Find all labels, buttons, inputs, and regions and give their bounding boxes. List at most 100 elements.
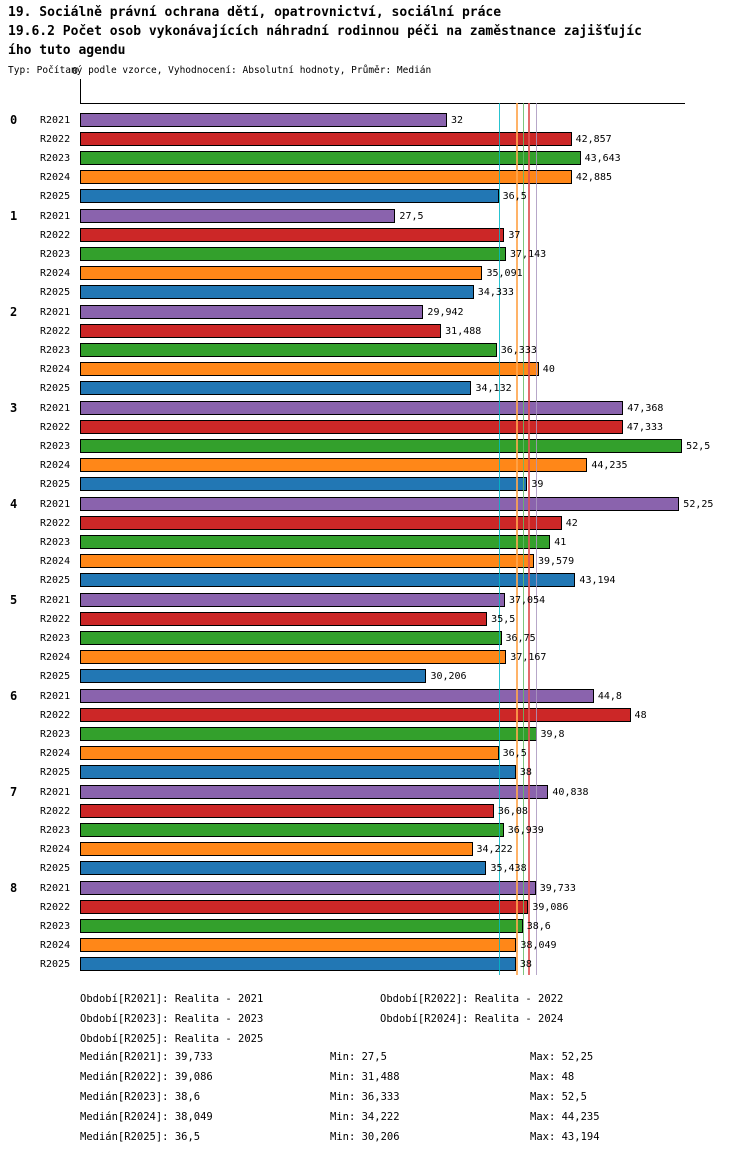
bar-8-R2025 <box>80 957 516 971</box>
series-label-R2023: R2023 <box>40 825 71 836</box>
bar-value-label-1-R2021: 27,5 <box>399 211 424 222</box>
bar-value-label-4-R2021: 52,25 <box>683 499 714 510</box>
bar-value-label-5-R2023: 36,75 <box>505 633 536 644</box>
bar-value-label-0-R2022: 42,857 <box>575 134 612 145</box>
series-label-R2024: R2024 <box>40 460 71 471</box>
category-label-0: 0 <box>10 113 18 127</box>
series-label-R2024: R2024 <box>40 748 71 759</box>
bar-7-R2023 <box>80 823 504 837</box>
category-label-6: 6 <box>10 689 18 703</box>
stat-min-R2025: Min: 30,206 <box>330 1131 400 1143</box>
series-label-R2025: R2025 <box>40 191 71 202</box>
bar-value-label-8-R2025: 38 <box>519 959 532 970</box>
bar-4-R2023 <box>80 535 551 549</box>
series-label-R2021: R2021 <box>40 211 71 222</box>
series-label-R2023: R2023 <box>40 345 71 356</box>
bar-7-R2024 <box>80 842 473 856</box>
median-line-R2021 <box>535 103 538 975</box>
bar-8-R2023 <box>80 919 523 933</box>
bar-2-R2025 <box>80 381 472 395</box>
bar-value-label-4-R2022: 42 <box>565 518 578 529</box>
bar-0-R2024 <box>80 170 572 184</box>
stat-median-R2023: Medián[R2023]: 38,6 <box>80 1091 201 1103</box>
series-label-R2022: R2022 <box>40 806 71 817</box>
bar-value-label-6-R2025: 38 <box>519 767 532 778</box>
stat-min-R2022: Min: 31,488 <box>330 1071 400 1083</box>
category-label-2: 2 <box>10 305 18 319</box>
bar-6-R2021 <box>80 689 594 703</box>
bar-value-label-3-R2021: 47,368 <box>627 403 664 414</box>
bar-value-label-2-R2021: 29,942 <box>427 307 464 318</box>
bar-value-label-2-R2024: 40 <box>542 364 555 375</box>
bar-0-R2023 <box>80 151 581 165</box>
bar-4-R2024 <box>80 554 534 568</box>
chart-title-line-3: ího tuto agendu <box>8 43 126 58</box>
bar-4-R2025 <box>80 573 576 587</box>
bar-value-label-7-R2025: 35,438 <box>490 863 527 874</box>
bar-value-label-5-R2022: 35,5 <box>491 614 516 625</box>
bar-0-R2025 <box>80 189 499 203</box>
legend-item-R2021: Období[R2021]: Realita - 2021 <box>80 993 264 1005</box>
median-line-R2022 <box>528 103 530 975</box>
series-label-R2021: R2021 <box>40 595 71 606</box>
series-label-R2025: R2025 <box>40 383 71 394</box>
bar-value-label-3-R2022: 47,333 <box>626 422 664 433</box>
stat-median-R2022: Medián[R2022]: 39,086 <box>80 1071 213 1083</box>
stat-median-R2024: Medián[R2024]: 38,049 <box>80 1111 213 1123</box>
bar-6-R2025 <box>80 765 516 779</box>
series-label-R2023: R2023 <box>40 633 71 644</box>
x-axis-line <box>80 103 685 104</box>
bar-5-R2022 <box>80 612 488 626</box>
series-label-R2025: R2025 <box>40 767 71 778</box>
bar-value-label-5-R2024: 37,167 <box>510 652 547 663</box>
bar-1-R2023 <box>80 247 507 261</box>
bar-value-label-5-R2025: 30,206 <box>430 671 467 682</box>
bar-value-label-3-R2024: 44,235 <box>591 460 628 471</box>
category-label-3: 3 <box>10 401 18 415</box>
bar-3-R2022 <box>80 420 623 434</box>
bar-value-label-8-R2023: 38,6 <box>526 921 551 932</box>
series-label-R2021: R2021 <box>40 691 71 702</box>
series-label-R2023: R2023 <box>40 153 71 164</box>
series-label-R2022: R2022 <box>40 422 71 433</box>
bar-8-R2021 <box>80 881 536 895</box>
stat-median-R2025: Medián[R2025]: 36,5 <box>80 1131 201 1143</box>
category-label-7: 7 <box>10 785 18 799</box>
bar-value-label-7-R2024: 34,222 <box>476 844 513 855</box>
bar-value-label-6-R2024: 36,5 <box>502 748 527 759</box>
chart-title-line-2: 19.6.2 Počet osob vykonávajících náhradn… <box>8 24 642 39</box>
stat-max-R2023: Max: 52,5 <box>530 1091 587 1103</box>
bar-value-label-4-R2025: 43,194 <box>579 575 616 586</box>
bar-2-R2024 <box>80 362 539 376</box>
series-label-R2024: R2024 <box>40 940 71 951</box>
series-label-R2021: R2021 <box>40 403 71 414</box>
bar-6-R2022 <box>80 708 631 722</box>
category-label-8: 8 <box>10 881 18 895</box>
bar-value-label-1-R2025: 34,333 <box>477 287 514 298</box>
series-label-R2025: R2025 <box>40 863 71 874</box>
stat-max-R2021: Max: 52,25 <box>530 1051 594 1063</box>
series-label-R2022: R2022 <box>40 518 71 529</box>
bar-value-label-6-R2022: 48 <box>634 710 647 721</box>
bar-1-R2022 <box>80 228 505 242</box>
bar-value-label-4-R2024: 39,579 <box>537 556 575 567</box>
stat-median-R2021: Medián[R2021]: 39,733 <box>80 1051 213 1063</box>
bar-5-R2024 <box>80 650 507 664</box>
bar-value-label-0-R2025: 36,5 <box>502 191 527 202</box>
bar-value-label-3-R2025: 39 <box>531 479 544 490</box>
bar-value-label-8-R2021: 39,733 <box>539 883 576 894</box>
category-label-4: 4 <box>10 497 18 511</box>
series-label-R2024: R2024 <box>40 652 71 663</box>
median-line-R2025 <box>498 103 501 975</box>
bar-0-R2021 <box>80 113 448 127</box>
bar-value-label-4-R2023: 41 <box>554 537 567 548</box>
bar-value-label-0-R2021: 32 <box>451 115 464 126</box>
bar-2-R2021 <box>80 305 424 319</box>
bar-4-R2022 <box>80 516 562 530</box>
bar-6-R2024 <box>80 746 499 760</box>
series-label-R2025: R2025 <box>40 287 71 298</box>
